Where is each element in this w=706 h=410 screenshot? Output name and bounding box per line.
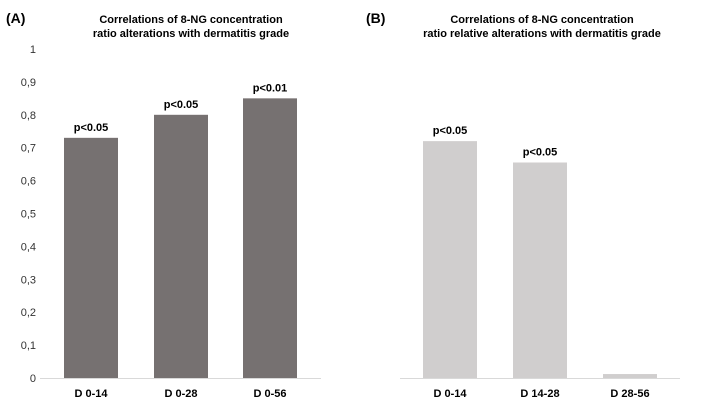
y-tick-label: 0 — [30, 373, 36, 385]
panel-a-title-line-2: ratio alterations with dermatitis grade — [93, 28, 289, 40]
panel-b-title-line-2: ratio relative alterations with dermatit… — [423, 28, 661, 40]
y-tick-label: 0,1 — [21, 340, 36, 352]
panel-b: (B) Correlations of 8-NG concentration r… — [366, 10, 680, 400]
bar — [423, 141, 477, 378]
panel-b-title-line-1: Correlations of 8-NG concentration — [450, 14, 634, 26]
panel-a-label: (A) — [6, 10, 25, 26]
bar-data-label: p<0.05 — [523, 147, 558, 159]
y-tick-label: 0,2 — [21, 307, 36, 319]
x-category-label: D 14-28 — [520, 388, 559, 400]
bar-data-label: p<0.05 — [164, 99, 199, 111]
bar — [154, 114, 208, 379]
y-axis: 0 0,1 0,2 0,3 0,4 0,5 0,6 0,7 0,8 0,9 1 — [21, 44, 36, 385]
y-tick-label: 0,7 — [21, 143, 36, 155]
bar-data-label: p<0.05 — [74, 122, 109, 134]
bar — [513, 162, 567, 378]
x-category-label: D 28-56 — [610, 388, 649, 400]
panel-a: (A) Correlations of 8-NG concentration r… — [6, 10, 321, 400]
x-category-label: D 0-28 — [164, 388, 197, 400]
panel-a-title-line-1: Correlations of 8-NG concentration — [99, 14, 283, 26]
y-tick-label: 0,8 — [21, 110, 36, 122]
bar-data-label: p<0.05 — [433, 125, 468, 137]
panel-b-label: (B) — [366, 10, 385, 26]
bar — [64, 137, 118, 378]
x-category-label: D 0-14 — [433, 388, 467, 400]
y-tick-label: 0,4 — [21, 241, 36, 253]
y-tick-label: 0,5 — [21, 209, 36, 221]
bar-data-label: p<0.01 — [253, 82, 288, 94]
panel-a-bars: p<0.05 D 0-14 p<0.05 D 0-28 p<0.01 D 0-56 — [40, 82, 321, 400]
x-category-label: D 0-56 — [253, 388, 286, 400]
y-tick-label: 1 — [30, 44, 36, 56]
bar — [243, 98, 297, 378]
y-tick-label: 0,6 — [21, 176, 36, 188]
x-category-label: D 0-14 — [74, 388, 108, 400]
bar — [603, 374, 657, 378]
y-tick-label: 0,9 — [21, 77, 36, 89]
panel-b-bars: p<0.05 D 0-14 p<0.05 D 14-28 D 28-56 — [400, 125, 680, 400]
y-tick-label: 0,3 — [21, 274, 36, 286]
